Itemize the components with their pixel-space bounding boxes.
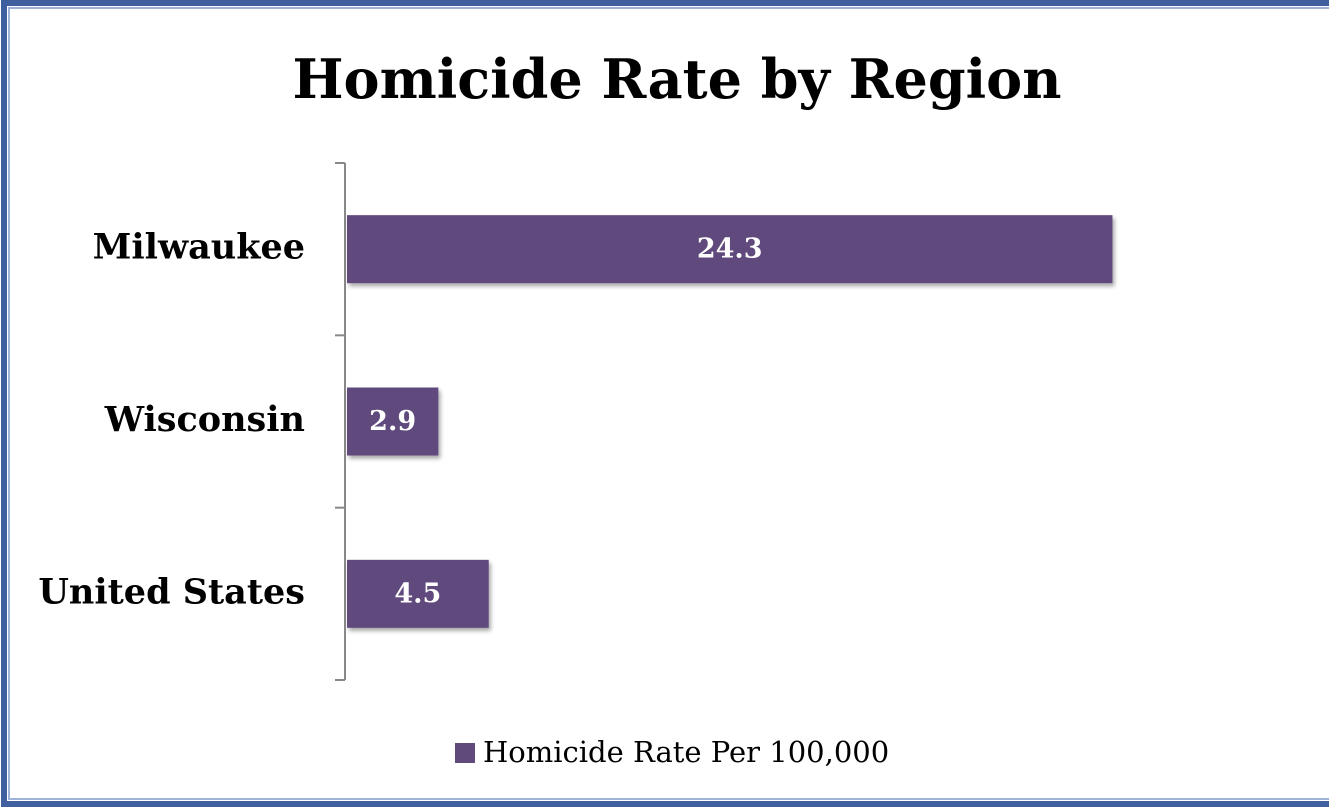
bar	[347, 387, 439, 456]
chart-title: Homicide Rate by Region	[293, 47, 1062, 111]
data-label: 2.9	[369, 406, 416, 437]
legend-label: Homicide Rate Per 100,000	[483, 735, 889, 769]
bar	[347, 559, 489, 628]
bar	[347, 215, 1113, 284]
y-tick-label: United States	[38, 571, 305, 612]
data-label: 24.3	[697, 234, 763, 265]
legend-swatch	[455, 743, 475, 763]
data-label: 4.5	[394, 578, 441, 609]
y-tick-label: Milwaukee	[93, 227, 305, 268]
frame-inner	[8, 7, 1329, 800]
y-tick-label: Wisconsin	[104, 399, 305, 440]
